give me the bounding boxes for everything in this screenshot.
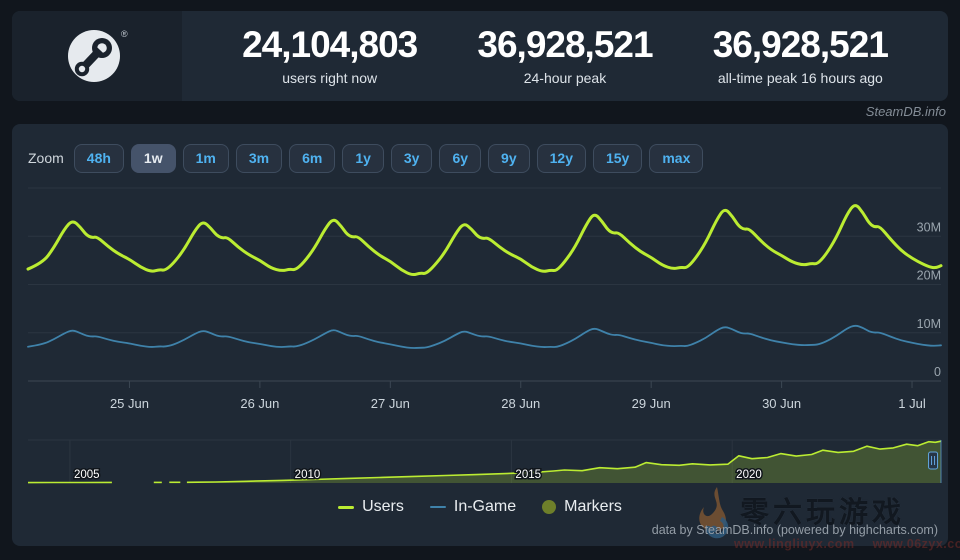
legend-item-in-game[interactable]: In-Game [429, 498, 517, 516]
x-axis-label: 28 Jun [501, 396, 540, 411]
navigator-year-label-2015: 2015 [515, 469, 541, 481]
navigator-line-3 [186, 440, 942, 484]
legend-item-users[interactable]: Users [338, 498, 404, 516]
navigator-area-3 [186, 441, 941, 483]
legend-line-marker [429, 505, 446, 509]
zoom-buttons: 48h 1w 1m 3m 6m 1y 3y 6y 9y 12y 15y max [73, 144, 711, 173]
zoom-button-3y[interactable]: 3y [390, 144, 433, 173]
stat-24h-peak-label: 24-hour peak [523, 69, 607, 86]
stat-24h-peak: 36,928,521 24-hour peak [477, 24, 653, 86]
stat-24h-peak-value: 36,928,521 [477, 24, 653, 66]
concurrent-users-chart[interactable]: 30M 20M 10M 0 25 Jun 26 Jun 27 Jun 28 Jun 29 Jun… [12, 124, 948, 546]
zoom-button-9y[interactable]: 9y [488, 144, 530, 173]
steam-logo[interactable]: ® [12, 11, 182, 101]
header-panel: ® 24,104,803 users right now 36,928,521 … [12, 11, 948, 101]
header-stats: 24,104,803 users right now 36,928,521 24… [182, 11, 948, 101]
stat-alltime-peak: 36,928,521 all-time peak 16 hours ago [712, 24, 889, 86]
x-axis-label: 30 Jun [762, 396, 801, 411]
zoom-button-48h[interactable]: 48h [73, 144, 124, 173]
svg-text:®: ® [121, 29, 128, 39]
y-axis-label-0: 0 [934, 365, 941, 379]
stat-users-now: 24,104,803 users right now [242, 24, 418, 86]
y-axis-label-30M: 30M [917, 220, 941, 234]
x-axis-label: 1 Jul [898, 396, 926, 411]
legend-circle-marker [542, 500, 557, 514]
zoom-button-15y[interactable]: 15y [592, 144, 643, 173]
zoom-button-12y[interactable]: 12y [536, 144, 586, 173]
legend-label: Markers [564, 498, 622, 515]
zoom-button-1y[interactable]: 1y [342, 144, 384, 173]
zoom-button-3m[interactable]: 3m [235, 144, 283, 173]
navigator-year-label-2020: 2020 [736, 469, 762, 481]
legend-label: Users [362, 498, 404, 515]
zoom-button-6y[interactable]: 6y [439, 144, 482, 173]
stat-alltime-peak-value: 36,928,521 [712, 24, 889, 66]
zoom-toolbar: Zoom 48h 1w 1m 3m 6m 1y 3y 6y 9y 12y 15y max [28, 144, 710, 173]
zoom-label: Zoom [28, 150, 64, 167]
series-line-in-game [27, 324, 942, 349]
stat-alltime-peak-label: all-time peak 16 hours ago [717, 69, 883, 86]
x-axis-label: 26 Jun [240, 396, 279, 411]
x-axis-label: 29 Jun [632, 396, 671, 411]
legend-item-markers[interactable]: Markers [542, 498, 622, 516]
series-line-users [26, 204, 943, 276]
zoom-button-6m[interactable]: 6m [289, 144, 336, 173]
zoom-button-max[interactable]: max [649, 144, 704, 173]
site-credit: SteamDB.info [865, 104, 946, 119]
stat-users-now-label: users right now [282, 69, 378, 86]
navigator-year-label-2005: 2005 [74, 469, 100, 481]
navigator-year-label-2010: 2010 [295, 469, 321, 481]
chart-credit[interactable]: data by SteamDB.info (powered by highcha… [651, 523, 938, 537]
navigator-handle[interactable] [928, 451, 939, 470]
y-axis-label-20M: 20M [917, 269, 941, 283]
stat-users-now-value: 24,104,803 [242, 24, 418, 66]
zoom-button-1w[interactable]: 1w [130, 144, 176, 173]
x-axis-label: 27 Jun [371, 396, 410, 411]
y-axis-label-10M: 10M [917, 317, 941, 331]
legend-label: In-Game [453, 498, 517, 515]
zoom-button-1m[interactable]: 1m [182, 144, 229, 173]
x-axis-label: 25 Jun [110, 396, 149, 411]
steam-logo-icon: ® [68, 29, 128, 82]
chart-legend: Users In-Game Markers [12, 498, 948, 516]
legend-line-marker [338, 505, 355, 509]
chart-panel: 30M 20M 10M 0 25 Jun 26 Jun 27 Jun 28 Jun 29 Jun… [12, 124, 948, 546]
